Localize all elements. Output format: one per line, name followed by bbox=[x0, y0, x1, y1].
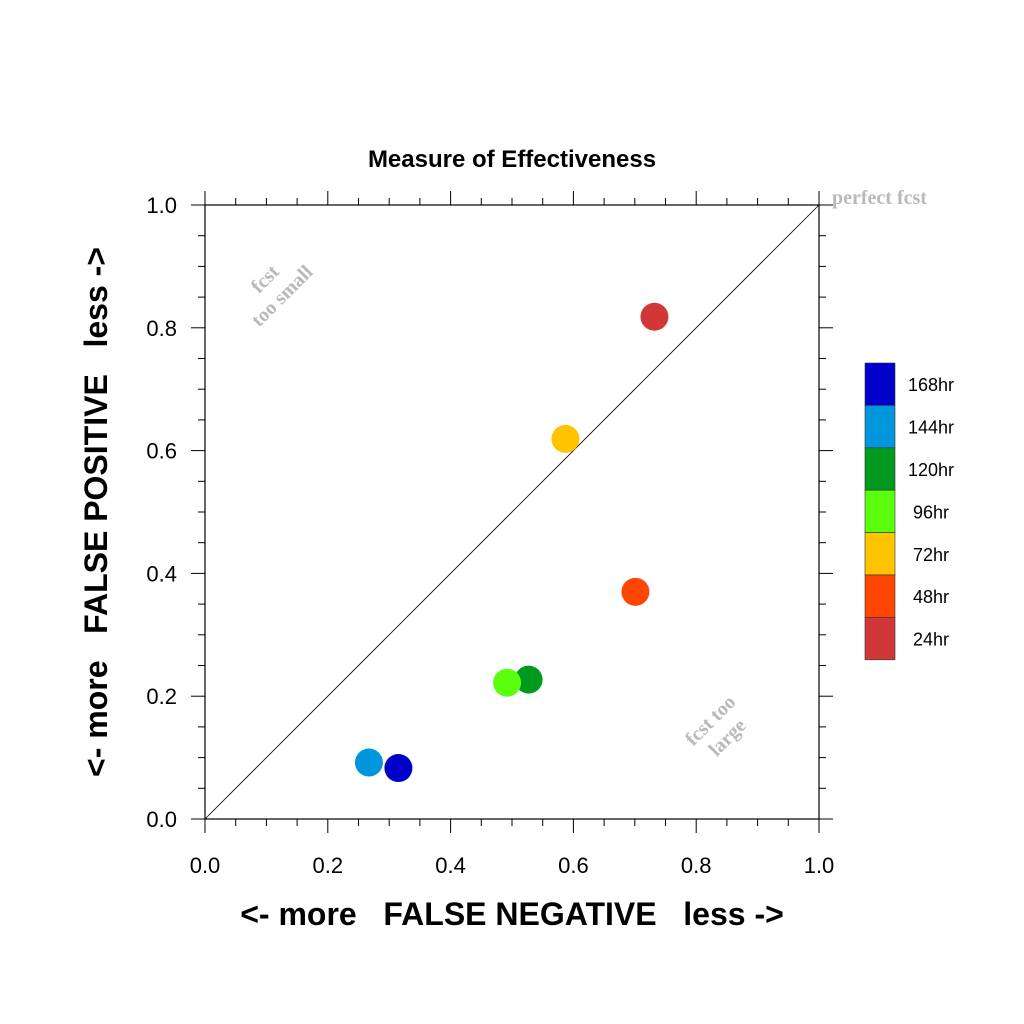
point-120hr bbox=[514, 665, 543, 694]
data-points bbox=[354, 302, 669, 783]
legend-swatch-48hr bbox=[864, 574, 896, 618]
legend-label-48hr: 48hr bbox=[913, 587, 949, 607]
x-tick-label: 0.8 bbox=[681, 853, 712, 878]
major-ticks bbox=[191, 191, 833, 833]
legend-label-24hr: 24hr bbox=[913, 630, 949, 650]
y-axis-label: <- more FALSE POSITIVE less -> bbox=[78, 247, 114, 777]
legend-label-168hr: 168hr bbox=[908, 375, 954, 395]
y-tick-label: 0.6 bbox=[146, 439, 177, 464]
legend-swatch-144hr bbox=[864, 405, 896, 449]
annotation-too-small: fcst too small bbox=[247, 261, 318, 332]
point-24hr bbox=[640, 302, 669, 331]
legend: 168hr 144hr 120hr 96hr 72hr 48hr 24hr bbox=[864, 362, 954, 661]
x-tick-label: 0.4 bbox=[435, 853, 466, 878]
x-tick-label: 0.6 bbox=[558, 853, 589, 878]
chart-title: Measure of Effectiveness bbox=[368, 146, 656, 173]
point-168hr bbox=[384, 754, 413, 783]
plot-frame bbox=[204, 204, 820, 820]
x-tick-label: 0.0 bbox=[190, 853, 221, 878]
minor-ticks bbox=[198, 198, 826, 826]
y-tick-label: 0.0 bbox=[146, 807, 177, 832]
y-tick-label: 1.0 bbox=[146, 193, 177, 218]
y-tick-label: 0.2 bbox=[146, 684, 177, 709]
annotation-perfect-forecast: perfect fcst bbox=[832, 187, 927, 209]
point-72hr bbox=[551, 424, 580, 453]
y-tick-label: 0.4 bbox=[146, 561, 177, 586]
point-48hr bbox=[621, 577, 650, 606]
x-tick-label: 1.0 bbox=[804, 853, 835, 878]
point-96hr bbox=[493, 668, 522, 697]
y-tick-label: 0.8 bbox=[146, 316, 177, 341]
legend-swatch-96hr bbox=[864, 489, 896, 533]
legend-swatch-168hr bbox=[864, 362, 896, 406]
legend-label-96hr: 96hr bbox=[913, 502, 949, 522]
perfect-forecast-line bbox=[204, 204, 820, 820]
legend-swatch-72hr bbox=[864, 532, 896, 576]
y-tick-labels: 0.0 0.2 0.4 0.6 0.8 1.0 bbox=[146, 193, 177, 832]
x-tick-label: 0.2 bbox=[313, 853, 344, 878]
legend-label-144hr: 144hr bbox=[908, 418, 954, 438]
legend-swatch-24hr bbox=[864, 617, 896, 661]
legend-swatch-120hr bbox=[864, 447, 896, 491]
point-144hr bbox=[354, 748, 383, 777]
legend-label-72hr: 72hr bbox=[913, 545, 949, 565]
annotation-too-large: fcst too large bbox=[681, 691, 751, 761]
x-tick-labels: 0.0 0.2 0.4 0.6 0.8 1.0 bbox=[190, 853, 835, 878]
x-axis-label: <- more FALSE NEGATIVE less -> bbox=[240, 896, 784, 932]
legend-label-120hr: 120hr bbox=[908, 460, 954, 480]
